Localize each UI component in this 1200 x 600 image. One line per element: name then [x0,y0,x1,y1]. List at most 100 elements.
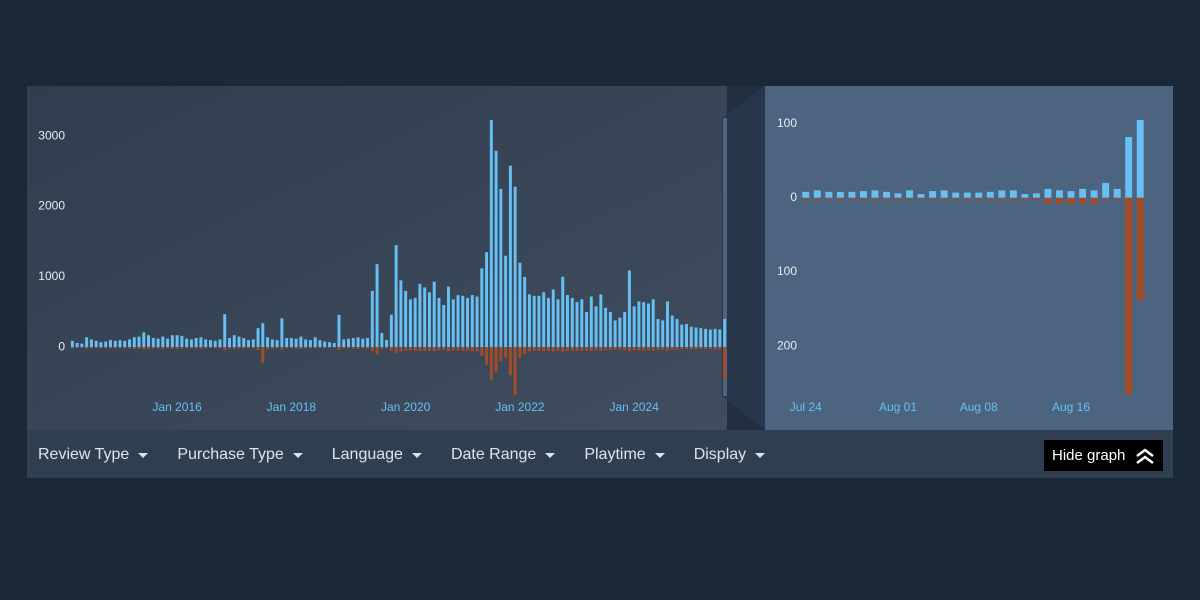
x-tick-label: Jan 2020 [381,400,431,414]
bar [975,192,983,198]
filter-dropdown[interactable]: Purchase Type [177,446,303,464]
bar [802,197,810,200]
bar [199,337,203,348]
hide-graph-button[interactable]: Hide graph [1044,440,1163,471]
bar [299,336,303,348]
bar [485,347,489,365]
bar [404,290,408,348]
filter-label: Display [693,446,747,463]
bar [685,347,689,350]
y-tick-label: 100 [777,116,797,130]
bar [1056,190,1063,198]
bar [366,338,370,348]
bar [575,302,579,348]
bar [599,347,603,352]
bar [566,347,569,352]
bar [470,347,474,352]
bar [917,194,925,198]
filter-dropdown[interactable]: Language [332,446,422,464]
bar [404,347,408,351]
bar [713,328,717,348]
bar [332,347,336,348]
y-tick-label: 200 [777,338,797,352]
bar [561,347,565,353]
bar [1032,197,1040,200]
bar [218,347,222,349]
bar [399,280,403,348]
bar [599,294,603,348]
bar [456,347,460,351]
bar [504,347,508,358]
bar [161,347,165,350]
bar [351,338,355,348]
bar [894,193,902,198]
bar [699,347,703,349]
bar [670,315,674,348]
bar [1009,190,1017,198]
bar [594,347,598,351]
filter-dropdown[interactable]: Date Range [451,446,556,464]
bar [175,335,179,348]
bar [366,347,370,349]
bar [113,347,117,349]
bar [1021,194,1029,198]
bar [694,327,698,348]
bar [427,292,431,348]
filter-dropdown[interactable]: Review Type [38,446,149,464]
bar [275,340,279,348]
filter-dropdown[interactable]: Display [693,446,766,464]
bar [627,347,631,352]
bar [85,347,89,349]
filter-label: Language [331,446,403,463]
bar [871,197,879,200]
bar [940,197,948,200]
bar [871,190,879,198]
bar [137,336,141,348]
bar [237,347,241,349]
bar [80,347,84,348]
bar [694,347,698,350]
bar [99,342,103,348]
bar [208,340,212,348]
bar [189,347,193,349]
filter-label: Review Type [38,446,130,463]
bar [270,347,274,349]
bar [523,276,527,348]
bar [337,314,341,348]
filter-dropdown[interactable]: Playtime [584,446,665,464]
bar [304,347,308,349]
bar [570,347,574,351]
dropdown-caret [545,452,556,458]
bar [723,347,727,379]
bar [385,347,389,349]
bar [532,347,536,352]
bar [123,340,127,348]
y-tick-label: 3000 [38,128,65,142]
dropdown-caret [755,452,766,458]
bar [180,347,184,349]
bar [118,340,122,348]
bar [313,337,317,348]
bar [513,347,517,395]
bar [940,190,948,198]
bar [551,289,555,348]
bar [132,337,136,348]
bar [204,339,208,348]
bar [585,347,589,351]
bar [247,347,251,349]
bar [475,296,479,348]
bar [75,347,79,349]
y-tick-label: 2000 [38,199,65,213]
x-tick-label: Aug 01 [879,400,917,414]
bar [413,297,417,348]
bar [1032,193,1040,198]
bar [347,338,350,348]
bar [537,347,541,352]
bar [75,342,79,348]
bar [475,347,479,352]
bar [437,297,441,348]
bar [161,336,165,348]
bar [675,347,679,350]
dropdown-caret [411,452,422,458]
